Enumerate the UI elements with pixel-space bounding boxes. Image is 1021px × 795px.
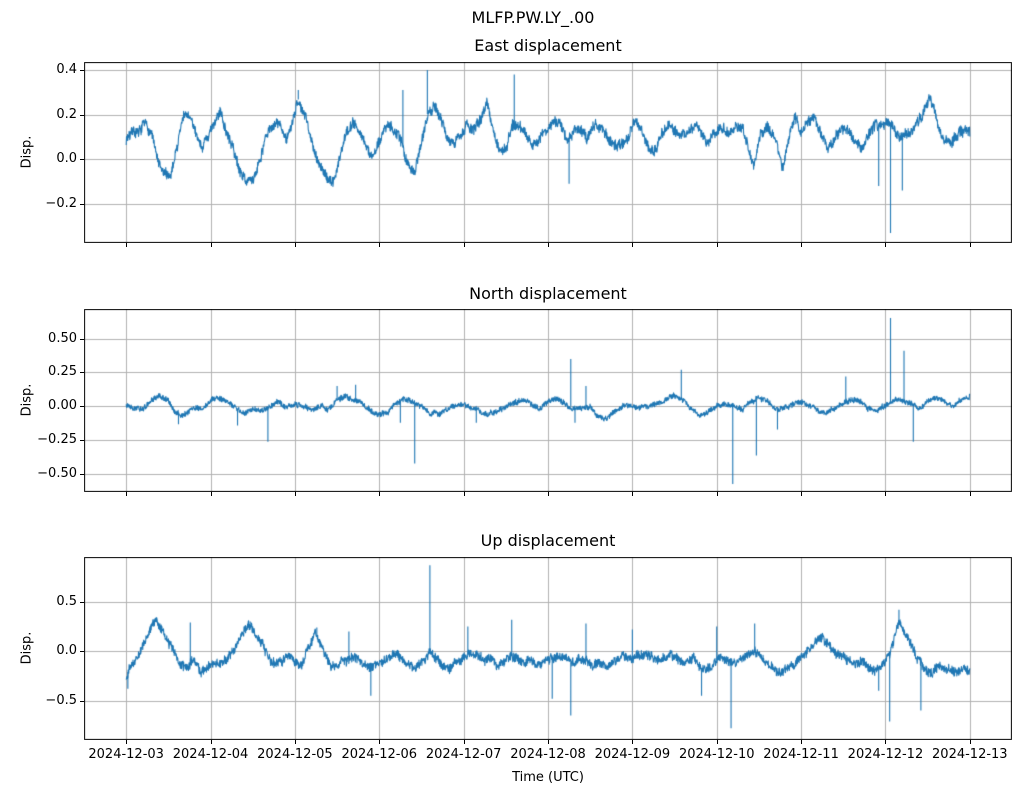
x-tick-mark — [379, 492, 380, 496]
x-tick-mark — [464, 243, 465, 247]
y-tick-mark — [80, 339, 84, 340]
x-tick-mark — [717, 492, 718, 496]
x-tick-label: 2024-12-11 — [763, 747, 839, 762]
y-tick-label: 0.50 — [48, 331, 77, 346]
y-tick-mark — [80, 372, 84, 373]
x-tick-mark — [126, 492, 127, 496]
x-tick-mark — [379, 740, 380, 744]
x-tick-label: 2024-12-03 — [88, 747, 164, 762]
x-tick-mark — [548, 243, 549, 247]
x-tick-label: 2024-12-07 — [425, 747, 502, 762]
x-tick-mark — [970, 740, 971, 744]
x-tick-mark — [211, 492, 212, 496]
x-tick-mark — [295, 740, 296, 744]
x-tick-mark — [801, 740, 802, 744]
y-tick-label: −0.2 — [45, 196, 77, 211]
x-tick-mark — [970, 243, 971, 247]
y-tick-label: −0.25 — [37, 432, 77, 447]
y-tick-mark — [80, 602, 84, 603]
x-tick-mark — [632, 492, 633, 496]
x-tick-mark — [548, 740, 549, 744]
x-tick-mark — [717, 740, 718, 744]
x-tick-mark — [211, 740, 212, 744]
y-tick-label: 0.0 — [56, 151, 77, 166]
y-tick-mark — [80, 701, 84, 702]
x-tick-mark — [801, 492, 802, 496]
y-tick-label: −0.5 — [45, 693, 77, 708]
x-tick-mark — [885, 243, 886, 247]
y-tick-label: −0.50 — [37, 466, 77, 481]
y-tick-mark — [80, 474, 84, 475]
east-plot-title: East displacement — [474, 36, 622, 55]
figure-suptitle: MLFP.PW.LY_.00 — [471, 8, 595, 27]
x-tick-mark — [464, 492, 465, 496]
x-tick-mark — [211, 243, 212, 247]
y-tick-mark — [80, 440, 84, 441]
x-axis-label: Time (UTC) — [512, 770, 584, 785]
y-tick-mark — [80, 651, 84, 652]
x-tick-label: 2024-12-08 — [510, 747, 586, 762]
x-tick-mark — [885, 740, 886, 744]
x-tick-mark — [379, 243, 380, 247]
y-tick-mark — [80, 115, 84, 116]
y-tick-label: 0.2 — [56, 107, 77, 122]
x-tick-mark — [632, 740, 633, 744]
x-tick-mark — [295, 243, 296, 247]
x-tick-label: 2024-12-12 — [847, 747, 924, 762]
up-plot-canvas — [84, 557, 1012, 740]
y-tick-mark — [80, 159, 84, 160]
x-tick-label: 2024-12-06 — [341, 747, 418, 762]
x-tick-mark — [464, 740, 465, 744]
x-tick-mark — [970, 492, 971, 496]
x-tick-label: 2024-12-10 — [678, 747, 755, 762]
x-tick-mark — [885, 492, 886, 496]
y-tick-mark — [80, 70, 84, 71]
y-tick-label: 0.5 — [56, 594, 77, 609]
x-tick-mark — [717, 243, 718, 247]
x-tick-mark — [295, 492, 296, 496]
x-tick-mark — [632, 243, 633, 247]
north-plot-title: North displacement — [469, 284, 627, 303]
x-tick-label: 2024-12-04 — [172, 747, 249, 762]
y-tick-label: 0.00 — [48, 398, 77, 413]
x-tick-label: 2024-12-05 — [257, 747, 333, 762]
y-tick-label: 0.25 — [48, 364, 77, 379]
x-tick-label: 2024-12-09 — [594, 747, 671, 762]
x-tick-mark — [126, 243, 127, 247]
x-tick-mark — [126, 740, 127, 744]
y-tick-mark — [80, 204, 84, 205]
east-plot-canvas — [84, 62, 1012, 243]
y-tick-label: 0.0 — [56, 643, 77, 658]
x-tick-mark — [801, 243, 802, 247]
x-tick-label: 2024-12-13 — [932, 747, 1008, 762]
y-tick-mark — [80, 406, 84, 407]
north-plot-canvas — [84, 309, 1012, 492]
up-plot-title: Up displacement — [480, 531, 616, 550]
y-tick-label: 0.4 — [56, 62, 77, 77]
x-tick-mark — [548, 492, 549, 496]
